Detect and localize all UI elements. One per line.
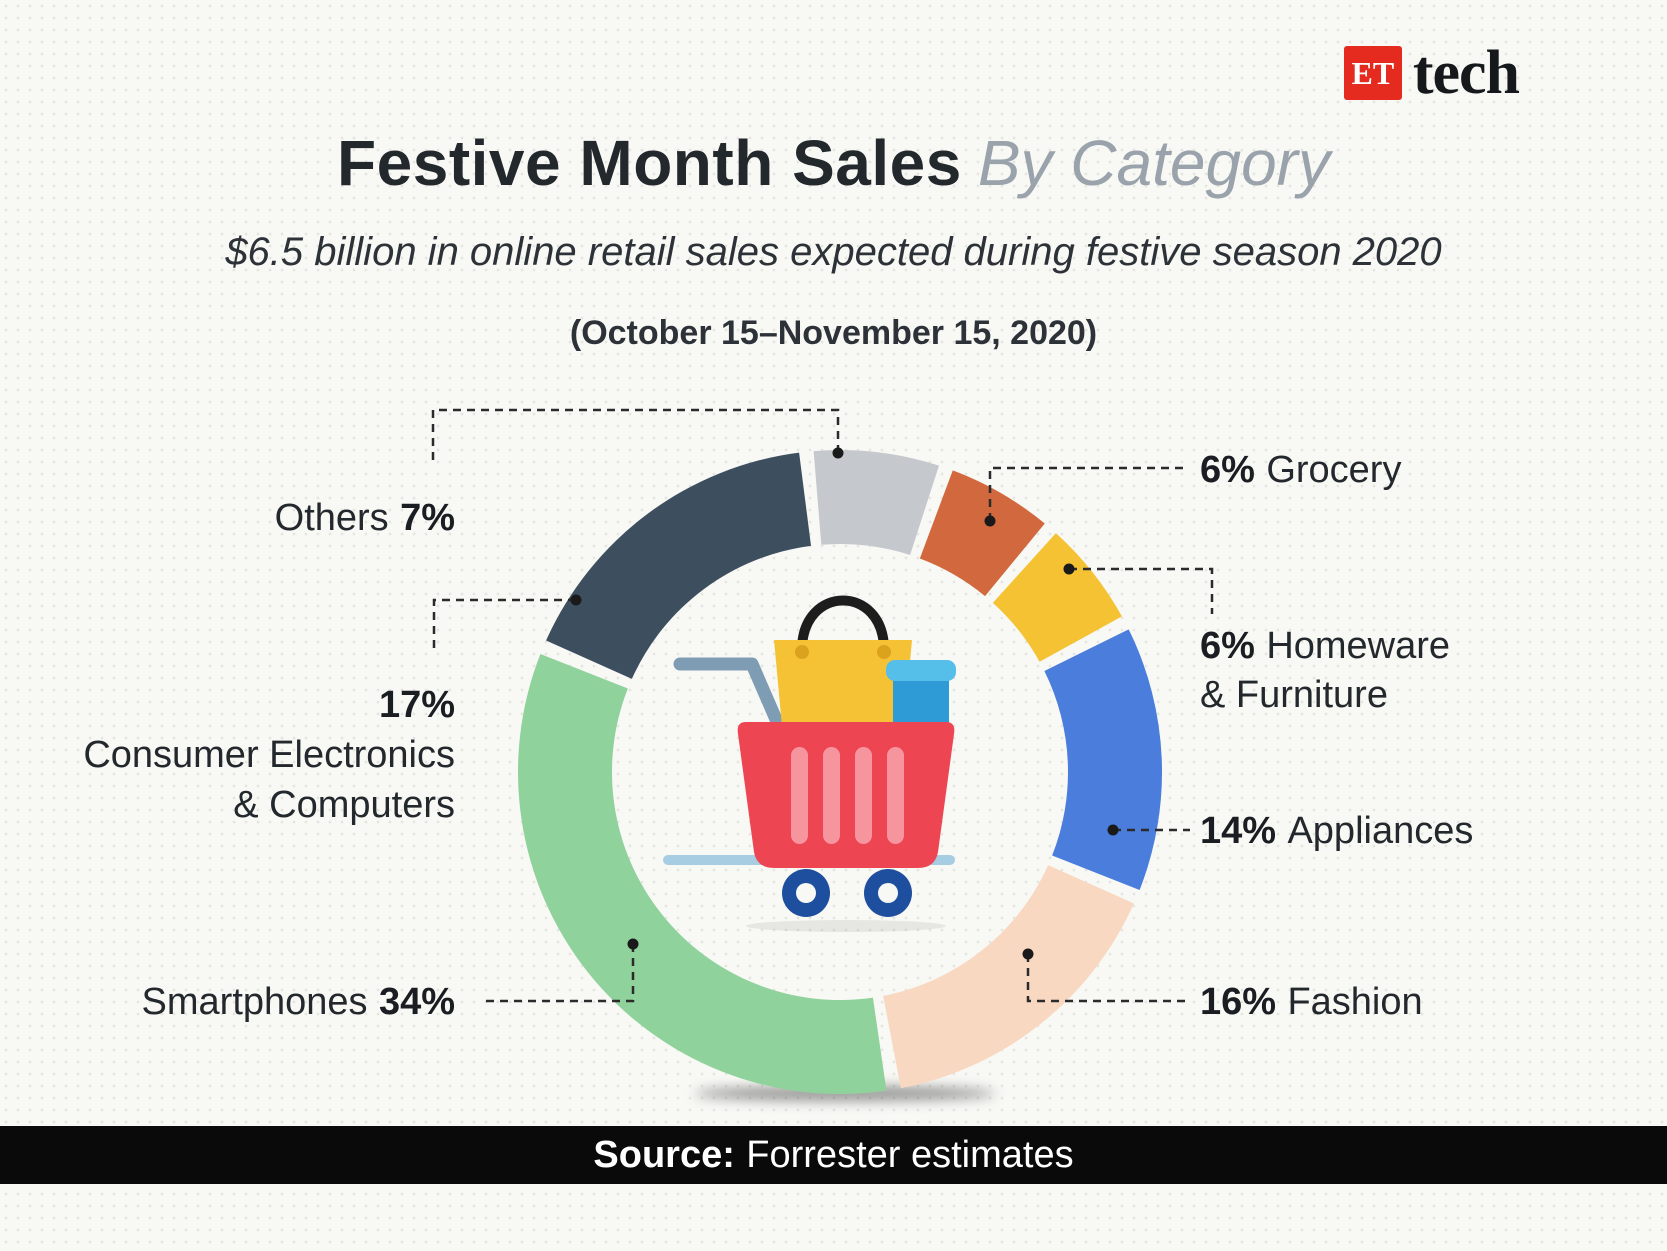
label-others-name: Others bbox=[274, 497, 389, 539]
label-smartphones-name: Smartphones bbox=[141, 981, 368, 1023]
shopping-cart-icon bbox=[663, 595, 956, 932]
label-electronics-line2: & Computers bbox=[233, 784, 455, 826]
leader-fashion bbox=[1026, 954, 1190, 1003]
period: (October 15–November 15, 2020) bbox=[569, 314, 1098, 352]
segment-appliances bbox=[1044, 629, 1162, 891]
label-electronics-line1: Consumer Electronics bbox=[83, 734, 455, 776]
label-fashion-pct: 16% bbox=[1200, 981, 1277, 1023]
segment-homeware-furniture bbox=[992, 533, 1122, 662]
source-label: Source: bbox=[593, 1133, 735, 1176]
label-others: Others 7% bbox=[130, 494, 455, 543]
label-homeware-row1: 6% Homeware bbox=[1200, 622, 1450, 671]
label-appliances: 14% Appliances bbox=[1200, 807, 1473, 856]
label-grocery-name: Grocery bbox=[1266, 449, 1402, 491]
segment-smartphones bbox=[517, 653, 887, 1094]
label-appliances-name: Appliances bbox=[1287, 810, 1474, 852]
leader-homeware bbox=[1069, 567, 1214, 614]
label-electronics-pct-row: 17% bbox=[30, 680, 455, 730]
label-others-pct: 7% bbox=[400, 497, 455, 539]
segment-others bbox=[813, 450, 939, 556]
label-grocery-pct: 6% bbox=[1200, 449, 1255, 491]
leader-lines bbox=[431, 408, 1214, 1003]
segment-fashion bbox=[883, 865, 1134, 1089]
leader-dot-electronics bbox=[570, 594, 582, 606]
label-fashion: 16% Fashion bbox=[1200, 978, 1423, 1027]
et-logo-mark: ET bbox=[1343, 46, 1402, 100]
label-smartphones-pct: 34% bbox=[378, 981, 455, 1023]
label-homeware-line2: & Furniture bbox=[1200, 674, 1388, 716]
label-appliances-pct: 14% bbox=[1200, 810, 1277, 852]
label-smartphones: Smartphones 34% bbox=[95, 978, 455, 1027]
label-fashion-name: Fashion bbox=[1287, 981, 1423, 1023]
page-title: Festive Month Sales By Category bbox=[0, 126, 1667, 200]
source-text: Forrester estimates bbox=[746, 1133, 1074, 1176]
label-homeware-pct: 6% bbox=[1200, 625, 1255, 667]
segment-consumer-electronics-computers bbox=[546, 452, 812, 679]
leader-others bbox=[431, 408, 840, 466]
leader-electronics bbox=[432, 598, 576, 650]
leader-dot-fashion bbox=[1022, 948, 1034, 960]
label-homeware-name: Homeware bbox=[1266, 625, 1451, 667]
leader-smartphones bbox=[480, 944, 635, 1003]
label-consumer-electronics: 17% Consumer Electronics & Computers bbox=[30, 680, 455, 830]
et-tech-wordmark: tech bbox=[1412, 39, 1520, 107]
segment-grocery bbox=[919, 470, 1045, 597]
subtitle: $6.5 billion in online retail sales expe… bbox=[225, 230, 1442, 274]
donut-segments bbox=[517, 450, 1162, 1094]
leader-dot-appliances bbox=[1107, 824, 1119, 836]
label-homeware: 6% Homeware & Furniture bbox=[1200, 622, 1450, 720]
leader-dot-grocery bbox=[984, 515, 996, 527]
source-bar: Source: Forrester estimates bbox=[0, 1126, 1667, 1184]
leader-dot-smartphones bbox=[627, 938, 639, 950]
leader-grocery bbox=[988, 466, 1186, 521]
leader-dot-homeware bbox=[1063, 563, 1075, 575]
title-main: Festive Month Sales bbox=[337, 127, 962, 199]
leader-dot-others bbox=[832, 447, 844, 459]
ettech-logo: ET tech bbox=[1343, 39, 1520, 107]
label-electronics-pct: 17% bbox=[378, 684, 455, 726]
title-category: By Category bbox=[977, 127, 1330, 199]
label-grocery: 6% Grocery bbox=[1200, 446, 1401, 495]
